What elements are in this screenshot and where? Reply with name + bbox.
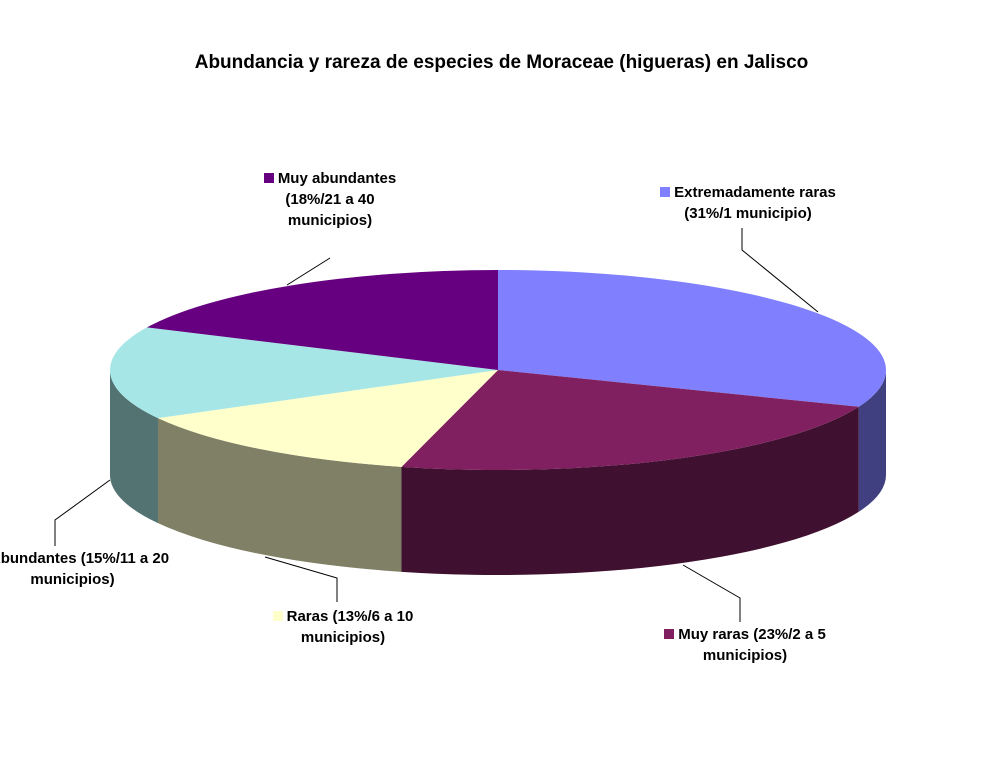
- leader-line: [54, 479, 111, 546]
- slice: [157, 370, 498, 467]
- slice: [109, 327, 498, 419]
- label-text: Abundantes (15%/11 a 20 municipios): [0, 550, 170, 588]
- slice: [498, 270, 886, 407]
- data-label: Extremadamente raras (31%/1 municipio): [648, 182, 848, 224]
- slice-side: [401, 406, 859, 575]
- legend-key: [660, 187, 671, 197]
- slice: [146, 270, 498, 370]
- leader-line: [682, 564, 741, 622]
- data-label: Raras (13%/6 a 10 municipios): [258, 606, 428, 648]
- data-label: Abundantes (15%/11 a 20 municipios): [0, 548, 175, 590]
- leader-lines: [54, 228, 819, 622]
- legend-key: [263, 173, 274, 183]
- data-label: Muy raras (23%/2 a 5 municipios): [650, 624, 840, 666]
- slice-side: [157, 418, 402, 572]
- slice: [401, 370, 859, 471]
- leader-line: [286, 257, 331, 286]
- legend-key: [664, 629, 675, 639]
- leader-line: [264, 556, 338, 602]
- legend-key: [272, 611, 283, 621]
- slice-side: [110, 370, 158, 524]
- data-label: Muy abundantes (18%/21 a 40 municipios): [255, 168, 405, 231]
- chart-title: Abundancia y rareza de especies de Morac…: [194, 52, 809, 73]
- label-text: Raras (13%/6 a 10 municipios): [286, 608, 414, 646]
- label-text: Muy abundantes (18%/21 a 40 municipios): [277, 170, 397, 229]
- label-text: Muy raras (23%/2 a 5 municipios): [678, 626, 826, 664]
- leader-line: [741, 228, 819, 313]
- slice-side: [858, 370, 886, 512]
- label-text: Extremadamente raras (31%/1 municipio): [674, 184, 836, 222]
